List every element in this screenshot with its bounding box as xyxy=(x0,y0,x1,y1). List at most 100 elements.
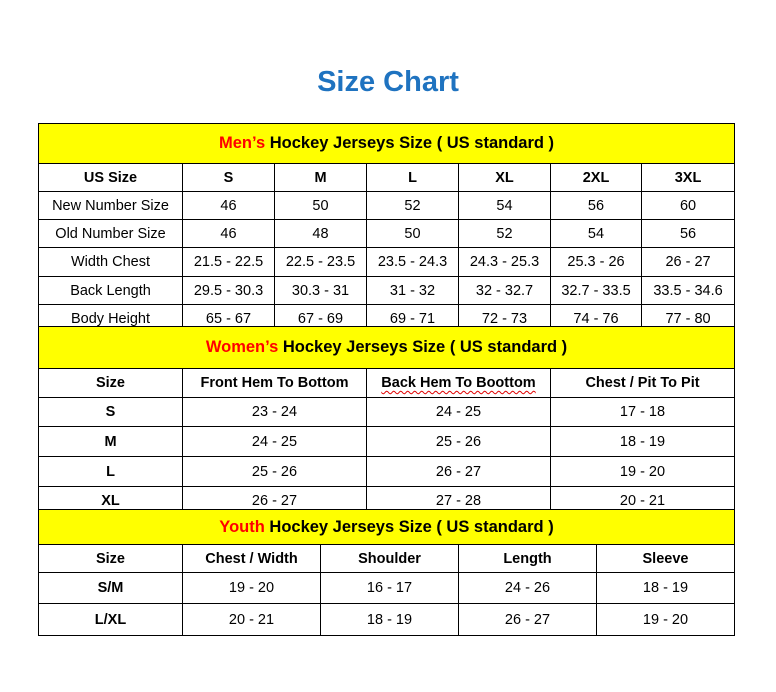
table-cell: 31 - 32 xyxy=(366,276,459,305)
table-cell: 26 - 27 xyxy=(458,603,597,636)
table-cell: 54 xyxy=(550,219,642,248)
table-cell: 30.3 - 31 xyxy=(274,276,367,305)
table-cell: 48 xyxy=(274,219,367,248)
row-label-cell: M xyxy=(38,426,183,457)
table-cell: 25 - 26 xyxy=(366,426,551,457)
men-size-table-wrap: Men’s Hockey Jerseys Size ( US standard … xyxy=(37,123,736,334)
table-cell: 25.3 - 26 xyxy=(550,247,642,277)
table-cell: 22.5 - 23.5 xyxy=(274,247,367,277)
column-header-label: Sleeve xyxy=(642,550,689,567)
table-row: S/M 19 - 20 16 - 17 24 - 26 18 - 19 xyxy=(38,572,736,604)
table-cell: 56 xyxy=(640,219,736,248)
youth-section-header: Youth Hockey Jerseys Size ( US standard … xyxy=(37,509,736,545)
table-cell: 29.5 - 30.3 xyxy=(182,276,275,305)
table-row: L 25 - 26 26 - 27 19 - 20 xyxy=(38,456,736,487)
column-header: Front Hem To Bottom xyxy=(182,368,367,398)
section-header-accent: Youth xyxy=(219,517,265,536)
table-cell: 32.7 - 33.5 xyxy=(550,276,642,305)
table-cell: 23.5 - 24.3 xyxy=(366,247,459,277)
table-row: Width Chest 21.5 - 22.5 22.5 - 23.5 23.5 - … xyxy=(38,247,736,277)
column-header-label: M xyxy=(314,169,327,186)
table-cell: 56 xyxy=(550,191,642,220)
table-cell: 19 - 20 xyxy=(182,572,321,604)
men-column-header-row: US Size S M L XL 2XL 3XL xyxy=(38,163,736,192)
men-size-table: Men’s Hockey Jerseys Size ( US standard … xyxy=(37,123,736,334)
men-section-header: Men’s Hockey Jerseys Size ( US standard … xyxy=(37,123,736,164)
table-cell: 17 - 18 xyxy=(549,397,736,427)
page-title: Size Chart xyxy=(317,66,459,98)
table-cell: 18 - 19 xyxy=(549,426,736,457)
youth-column-header-row: Size Chest / Width Shoulder Length Sleeve xyxy=(38,544,736,573)
column-header: Shoulder xyxy=(320,544,459,573)
table-cell: 26 - 27 xyxy=(640,247,736,277)
table-row: S 23 - 24 24 - 25 17 - 18 xyxy=(38,397,736,427)
column-header: Chest / Width xyxy=(182,544,321,573)
row-label-cell: S xyxy=(38,397,183,427)
column-header-label: Size xyxy=(95,550,125,567)
table-cell: 54 xyxy=(458,191,551,220)
column-header: XL xyxy=(458,163,551,192)
row-label-cell: Back Length xyxy=(38,276,183,305)
column-header-label: Size xyxy=(95,375,125,391)
table-cell: 18 - 19 xyxy=(595,572,736,604)
column-header: 2XL xyxy=(550,163,642,192)
table-cell: 52 xyxy=(366,191,459,220)
youth-size-table: Youth Hockey Jerseys Size ( US standard … xyxy=(37,509,736,636)
men-section-header-row: Men’s Hockey Jerseys Size ( US standard … xyxy=(37,123,736,164)
table-cell: 19 - 20 xyxy=(595,603,736,636)
table-row: Back Length 29.5 - 30.3 30.3 - 31 31 - 32 32… xyxy=(38,276,736,305)
column-header: S xyxy=(182,163,275,192)
table-cell: 24 - 25 xyxy=(182,426,367,457)
table-cell: 33.5 - 34.6 xyxy=(640,276,736,305)
table-cell: 20 - 21 xyxy=(182,603,321,636)
table-cell: 23 - 24 xyxy=(182,397,367,427)
row-label-cell: S/M xyxy=(38,572,183,604)
column-header: Size xyxy=(38,368,183,398)
table-cell: 26 - 27 xyxy=(366,456,551,487)
table-row: Old Number Size 46 48 50 52 54 56 xyxy=(38,219,736,248)
column-header-label: Back Hem To Boottom xyxy=(381,375,536,391)
column-header: Back Hem To Boottom xyxy=(366,368,551,398)
table-cell: 18 - 19 xyxy=(320,603,459,636)
row-label-cell: Width Chest xyxy=(38,247,183,277)
table-cell: 25 - 26 xyxy=(182,456,367,487)
section-header-text: Hockey Jerseys Size ( US standard ) xyxy=(265,134,555,152)
row-label-cell: Old Number Size xyxy=(38,219,183,248)
table-cell: 24.3 - 25.3 xyxy=(458,247,551,277)
table-cell: 24 - 26 xyxy=(458,572,597,604)
table-cell: 50 xyxy=(366,219,459,248)
row-label-cell: L/XL xyxy=(38,603,183,636)
women-size-table: Women’s Hockey Jerseys Size ( US standar… xyxy=(37,326,736,516)
section-header-accent: Women’s xyxy=(205,338,279,356)
column-header-label: XL xyxy=(495,169,514,186)
section-header-accent: Men’s xyxy=(219,134,266,152)
table-row: New Number Size 46 50 52 54 56 60 xyxy=(38,191,736,220)
column-header: 3XL xyxy=(640,163,736,192)
women-size-table-wrap: Women’s Hockey Jerseys Size ( US standar… xyxy=(37,326,736,516)
column-header: M xyxy=(274,163,367,192)
youth-section-header-row: Youth Hockey Jerseys Size ( US standard … xyxy=(37,509,736,545)
column-header: L xyxy=(366,163,459,192)
column-header-label: Shoulder xyxy=(358,550,421,567)
column-header-label: 2XL xyxy=(582,169,610,186)
women-section-header-row: Women’s Hockey Jerseys Size ( US standar… xyxy=(37,326,736,369)
table-cell: 19 - 20 xyxy=(549,456,736,487)
column-header: Size xyxy=(38,544,183,573)
column-header: Sleeve xyxy=(595,544,736,573)
column-header: Chest / Pit To Pit xyxy=(549,368,736,398)
section-header-text: Hockey Jerseys Size ( US standard ) xyxy=(278,338,568,356)
women-section-header: Women’s Hockey Jerseys Size ( US standar… xyxy=(37,326,736,369)
column-header-label: L xyxy=(408,169,417,186)
table-cell: 52 xyxy=(458,219,551,248)
table-cell: 16 - 17 xyxy=(320,572,459,604)
table-cell: 24 - 25 xyxy=(366,397,551,427)
table-cell: 46 xyxy=(182,191,275,220)
women-column-header-row: Size Front Hem To Bottom Back Hem To Boott… xyxy=(38,368,736,398)
row-label-cell: New Number Size xyxy=(38,191,183,220)
table-row: Body Height 65 - 67 67 - 69 69 - 71 72 - 73 7… xyxy=(38,304,736,334)
section-header-text: Hockey Jerseys Size ( US standard ) xyxy=(264,517,554,536)
column-header-label: 3XL xyxy=(674,169,702,186)
table-cell: 46 xyxy=(182,219,275,248)
table-cell: 32 - 32.7 xyxy=(458,276,551,305)
column-header-label: S xyxy=(223,169,234,186)
